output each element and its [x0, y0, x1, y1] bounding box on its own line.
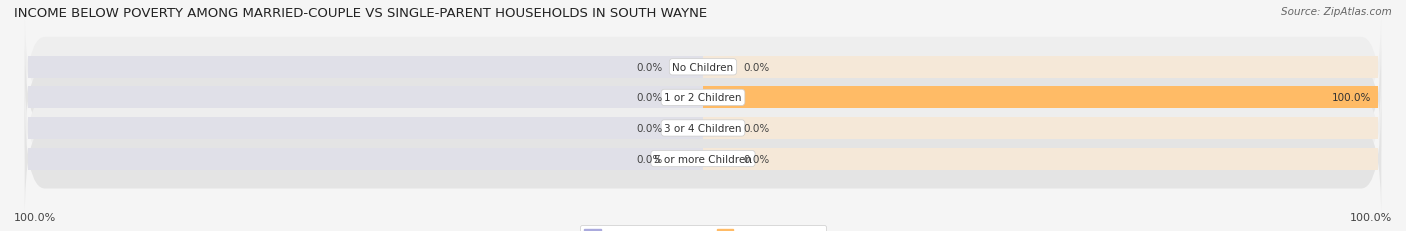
Bar — [28, 148, 703, 170]
Bar — [703, 87, 1378, 109]
Text: No Children: No Children — [672, 63, 734, 73]
Text: 5 or more Children: 5 or more Children — [654, 154, 752, 164]
Text: 0.0%: 0.0% — [637, 63, 662, 73]
Bar — [28, 57, 703, 79]
Bar — [703, 117, 1378, 139]
Text: 0.0%: 0.0% — [744, 123, 769, 133]
Text: 0.0%: 0.0% — [744, 63, 769, 73]
Bar — [28, 87, 703, 109]
Text: 0.0%: 0.0% — [637, 154, 662, 164]
Bar — [703, 87, 1378, 109]
Text: 100.0%: 100.0% — [1350, 212, 1392, 222]
Text: 0.0%: 0.0% — [637, 123, 662, 133]
Text: 100.0%: 100.0% — [1331, 93, 1371, 103]
Bar — [28, 117, 703, 139]
FancyBboxPatch shape — [25, 6, 1381, 129]
FancyBboxPatch shape — [25, 36, 1381, 159]
Text: 3 or 4 Children: 3 or 4 Children — [664, 123, 742, 133]
Legend: Married Couples, Single Parents: Married Couples, Single Parents — [579, 225, 827, 231]
FancyBboxPatch shape — [25, 67, 1381, 190]
Text: 100.0%: 100.0% — [14, 212, 56, 222]
Text: 0.0%: 0.0% — [637, 93, 662, 103]
Bar — [703, 57, 1378, 79]
Text: Source: ZipAtlas.com: Source: ZipAtlas.com — [1281, 7, 1392, 17]
Text: 1 or 2 Children: 1 or 2 Children — [664, 93, 742, 103]
Text: 0.0%: 0.0% — [744, 154, 769, 164]
FancyBboxPatch shape — [25, 97, 1381, 220]
Bar — [703, 148, 1378, 170]
Text: INCOME BELOW POVERTY AMONG MARRIED-COUPLE VS SINGLE-PARENT HOUSEHOLDS IN SOUTH W: INCOME BELOW POVERTY AMONG MARRIED-COUPL… — [14, 7, 707, 20]
